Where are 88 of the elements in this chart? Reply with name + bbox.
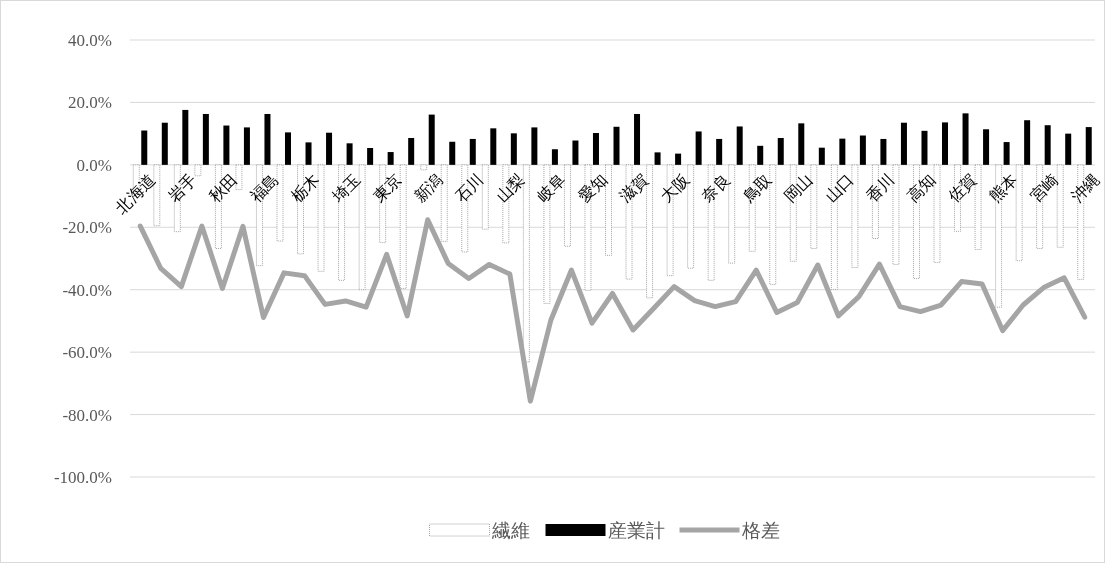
bar bbox=[387, 152, 394, 165]
bar bbox=[346, 143, 353, 165]
bar bbox=[551, 149, 558, 165]
bar bbox=[564, 164, 571, 247]
bar bbox=[798, 123, 805, 165]
y-tick-label: 20.0% bbox=[68, 93, 112, 113]
bar bbox=[428, 114, 435, 165]
bar bbox=[880, 138, 887, 165]
bar bbox=[490, 128, 497, 165]
legend-label: 繊維 bbox=[490, 520, 530, 541]
y-tick-label: -100.0% bbox=[53, 468, 112, 487]
bar bbox=[1015, 164, 1023, 262]
bar bbox=[510, 133, 517, 165]
x-tick-label: 熊本 bbox=[986, 170, 1021, 206]
bar bbox=[326, 132, 333, 165]
bar bbox=[572, 140, 579, 165]
x-tick-label: 佐賀 bbox=[944, 170, 980, 206]
y-tick-label: -80.0% bbox=[62, 405, 112, 425]
x-tick-label: 大阪 bbox=[657, 170, 693, 206]
bar bbox=[194, 164, 202, 177]
bar bbox=[900, 122, 907, 165]
bar bbox=[243, 127, 250, 165]
y-tick-label: 40.0% bbox=[68, 31, 112, 50]
bar bbox=[654, 152, 661, 165]
x-tick-label: 山梨 bbox=[493, 170, 528, 206]
x-tick-label: 高知 bbox=[903, 170, 939, 206]
bar bbox=[818, 147, 825, 165]
x-tick-label: 奈良 bbox=[698, 170, 734, 206]
x-tick-label: 石川 bbox=[452, 170, 487, 206]
bar bbox=[675, 153, 682, 165]
x-tick-label: 福島 bbox=[246, 170, 282, 206]
bar bbox=[317, 164, 325, 272]
x-tick-label: 滋賀 bbox=[616, 170, 652, 206]
bar bbox=[1085, 127, 1092, 165]
bar bbox=[962, 113, 969, 165]
x-tick-label: 栃木 bbox=[287, 170, 323, 206]
x-tick-label: 宮崎 bbox=[1027, 170, 1062, 206]
bar bbox=[736, 126, 743, 165]
x-tick-label: 埼玉 bbox=[328, 170, 364, 207]
x-tick-label: 愛知 bbox=[575, 170, 611, 206]
bar bbox=[523, 164, 530, 363]
bar bbox=[859, 135, 866, 165]
bar bbox=[284, 132, 291, 165]
y-tick-label: -40.0% bbox=[62, 280, 112, 300]
bar bbox=[223, 125, 230, 165]
bar bbox=[942, 122, 949, 165]
legend-label: 格差 bbox=[740, 520, 780, 541]
x-tick-label: 岡山 bbox=[780, 170, 816, 206]
bar bbox=[1024, 120, 1031, 165]
bar bbox=[777, 138, 784, 165]
bar bbox=[839, 138, 846, 165]
bar bbox=[921, 130, 928, 165]
bar bbox=[695, 131, 702, 165]
bar bbox=[469, 138, 476, 165]
bar bbox=[1003, 142, 1010, 165]
x-tick-label: 東京 bbox=[370, 170, 405, 206]
x-tick-label: 沖縄 bbox=[1068, 170, 1103, 206]
bar bbox=[757, 145, 764, 165]
x-tick-label: 香川 bbox=[862, 170, 898, 206]
bar bbox=[202, 113, 209, 165]
bar bbox=[634, 113, 641, 165]
x-tick-label: 新潟 bbox=[411, 170, 446, 206]
bar bbox=[449, 141, 456, 165]
bar bbox=[983, 129, 990, 165]
legend-label: 産業計 bbox=[607, 520, 665, 541]
bar bbox=[592, 133, 599, 165]
bar bbox=[716, 138, 723, 165]
y-tick-label: 0.0% bbox=[76, 155, 112, 175]
x-tick-label: 北海道 bbox=[112, 170, 159, 217]
bar bbox=[141, 130, 148, 165]
bar bbox=[161, 122, 168, 165]
x-tick-label: 秋田 bbox=[205, 170, 241, 206]
bar bbox=[420, 164, 428, 171]
y-tick-label: -20.0% bbox=[62, 218, 112, 238]
x-tick-label: 岩手 bbox=[164, 170, 200, 206]
bar bbox=[305, 142, 312, 165]
x-tick-label: 岐阜 bbox=[534, 170, 569, 206]
bar bbox=[1044, 125, 1051, 165]
y-tick-label: -60.0% bbox=[62, 343, 112, 363]
bar bbox=[408, 138, 415, 165]
bar bbox=[1065, 133, 1072, 165]
x-tick-label: 山口 bbox=[821, 170, 857, 206]
bar bbox=[531, 127, 538, 165]
bar bbox=[182, 109, 189, 165]
bar bbox=[613, 126, 620, 165]
bar bbox=[367, 148, 374, 165]
bar bbox=[264, 113, 271, 165]
x-tick-label: 鳥取 bbox=[738, 170, 775, 207]
